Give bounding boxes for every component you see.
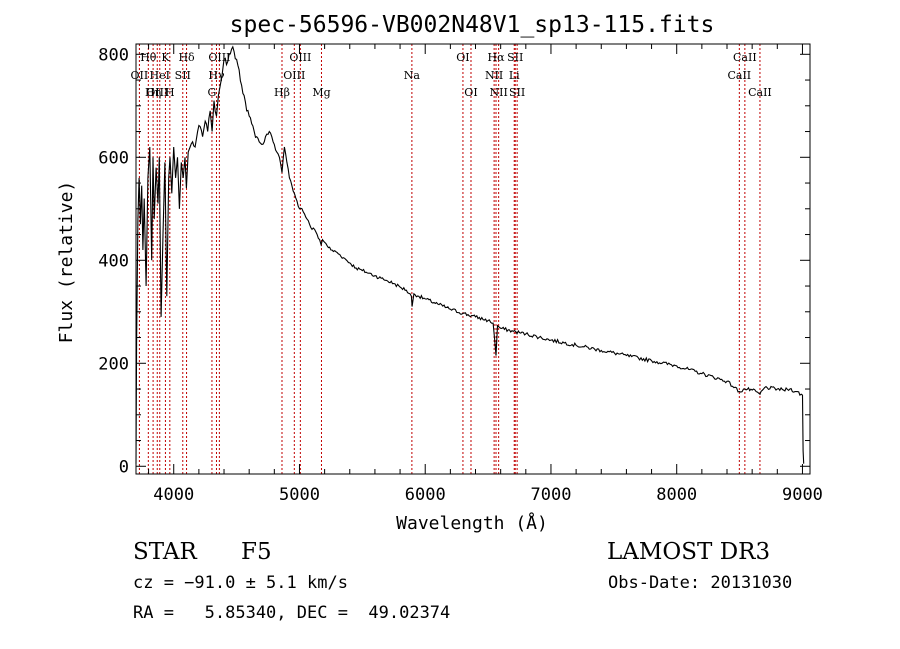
- line-label-13: OIII: [283, 69, 305, 82]
- observation-date: Obs-Date: 20131030: [608, 573, 793, 593]
- line-label-9: OIII: [208, 51, 230, 64]
- line-label-3: Hη: [145, 86, 161, 99]
- line-label-2: OIII: [146, 86, 168, 99]
- line-label-25: CaII: [733, 51, 757, 64]
- line-label-6: SII: [175, 69, 191, 82]
- line-label-8: Hδ: [178, 51, 195, 64]
- x-tick-label: 4000: [153, 485, 194, 505]
- chart-title: spec-56596-VB002N48V1_sp13-115.fits: [230, 12, 715, 38]
- x-tick-label: 7000: [530, 485, 571, 505]
- line-label-5: K: [161, 51, 170, 64]
- x-axis-label: Wavelength (Å): [396, 512, 548, 534]
- line-label-20: SII: [507, 51, 523, 64]
- spectrum-curve: [135, 45, 805, 464]
- line-label-16: Na: [404, 69, 421, 82]
- x-tick-label: 8000: [656, 485, 697, 505]
- line-label-24: SII: [509, 86, 525, 99]
- plot-frame: [135, 43, 811, 475]
- sky-coordinates: RA = 5.85340, DEC = 49.02374: [133, 603, 451, 623]
- y-tick-label: 800: [98, 45, 129, 65]
- x-tick-label: 6000: [405, 485, 446, 505]
- y-axis-label: Flux (relative): [56, 181, 77, 344]
- y-tick-label: 600: [98, 148, 129, 168]
- y-tick-label: 200: [98, 354, 129, 374]
- object-class: STAR: [133, 539, 197, 565]
- y-tick-label: 400: [98, 251, 129, 271]
- x-axis-ticks: 4000 5000 6000 7000 8000 9000: [148, 44, 823, 505]
- line-label-27: CaII: [748, 86, 772, 99]
- object-subclass: F5: [241, 539, 272, 565]
- line-label-7: H: [165, 86, 175, 99]
- line-label-15: Mg: [312, 86, 330, 99]
- line-label-22: Li: [509, 69, 520, 82]
- line-label-1: OII: [131, 69, 149, 82]
- x-tick-label: 5000: [279, 485, 320, 505]
- line-label-0: Hθ: [140, 51, 157, 64]
- x-tick-label: 9000: [782, 485, 823, 505]
- line-label-18: OI: [464, 86, 477, 99]
- line-label-12: OIII: [289, 51, 311, 64]
- survey-name: LAMOST DR3: [607, 539, 771, 565]
- line-label-10: Hγ: [208, 69, 225, 82]
- y-axis-ticks: 0 200 400 600 800: [98, 45, 810, 477]
- line-label-4: HeI: [150, 69, 170, 82]
- spectral-line-markers: [138, 44, 761, 474]
- line-label-26: CaII: [727, 69, 751, 82]
- line-label-17: OI: [456, 51, 469, 64]
- line-label-23: NII: [489, 86, 507, 99]
- line-label-21: NII: [485, 69, 503, 82]
- line-label-19: Hα: [487, 51, 505, 64]
- redshift-velocity: cz = −91.0 ± 5.1 km/s: [133, 573, 348, 593]
- line-label-14: Hβ: [274, 86, 290, 99]
- line-label-11: G: [208, 86, 217, 99]
- y-tick-label: 0: [119, 457, 129, 477]
